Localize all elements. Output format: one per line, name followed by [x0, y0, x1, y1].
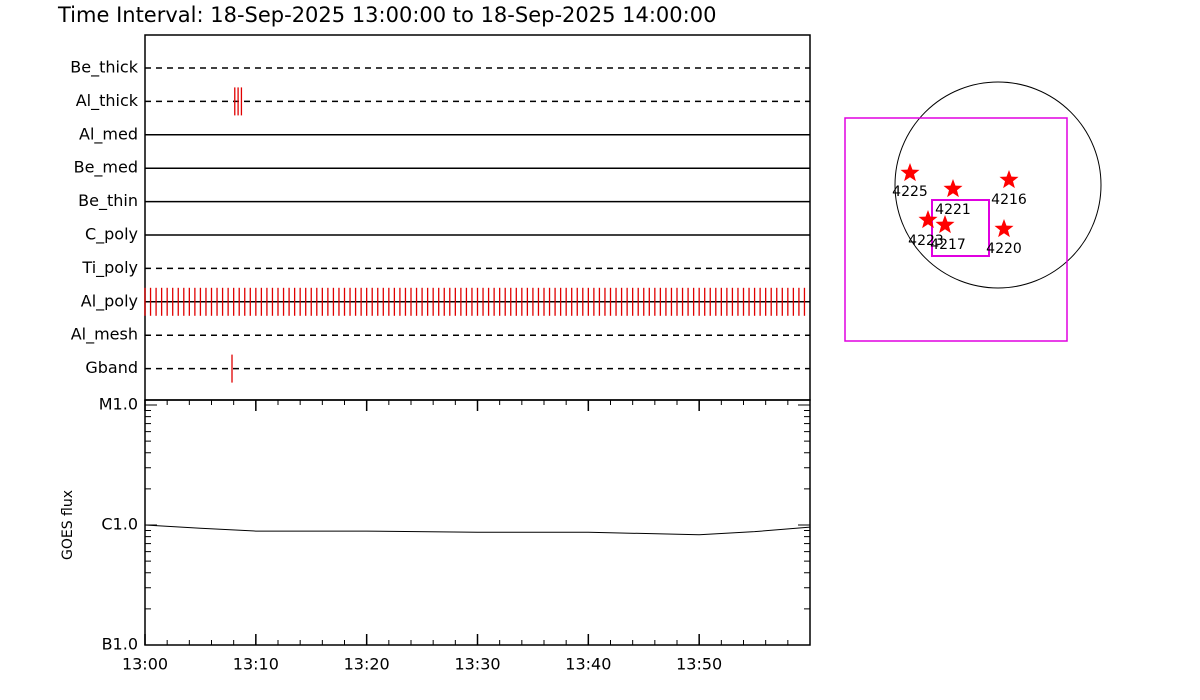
row-label: C_poly: [85, 225, 138, 245]
y-tick-label: B1.0: [102, 635, 138, 654]
region-star: [918, 210, 938, 229]
row-label: Be_thin: [78, 191, 138, 211]
x-tick-label: 13:50: [676, 655, 722, 674]
region-star: [935, 215, 955, 234]
region-label: 4217: [930, 237, 966, 253]
solar-disk: [894, 81, 1102, 289]
row-label: Al_thick: [76, 91, 139, 111]
region-label: 4223: [908, 233, 944, 249]
y-axis-label: GOES flux: [60, 490, 76, 560]
region-star: [943, 179, 963, 198]
chart-title: Time Interval: 18-Sep-2025 13:00:00 to 1…: [57, 3, 716, 27]
region-star: [994, 219, 1014, 238]
region-label: 4225: [892, 184, 928, 200]
row-label: Ti_poly: [81, 258, 138, 278]
region-star: [900, 163, 920, 182]
region-label: 4216: [991, 192, 1027, 208]
x-tick-label: 13:10: [233, 655, 279, 674]
row-label: Al_mesh: [71, 325, 138, 345]
x-tick-label: 13:30: [454, 655, 500, 674]
x-tick-label: 13:40: [565, 655, 611, 674]
region-label: 4221: [935, 202, 971, 218]
timeline-frame: [144, 34, 811, 401]
region-star: [999, 170, 1019, 189]
goes-frame: [144, 399, 811, 646]
fov-box: [844, 117, 1068, 342]
row-label: Gband: [85, 358, 138, 377]
x-tick-label: 13:00: [122, 655, 168, 674]
row-label: Al_med: [79, 124, 138, 144]
y-tick-label: C1.0: [101, 515, 138, 534]
goes-curve: [144, 524, 811, 536]
x-tick-label: 13:20: [344, 655, 390, 674]
fov-box: [931, 199, 990, 257]
row-label: Be_thick: [70, 58, 138, 78]
region-label: 4220: [986, 241, 1022, 257]
row-label: Al_poly: [81, 291, 138, 311]
y-tick-label: M1.0: [99, 395, 138, 414]
row-label: Be_med: [74, 158, 138, 178]
